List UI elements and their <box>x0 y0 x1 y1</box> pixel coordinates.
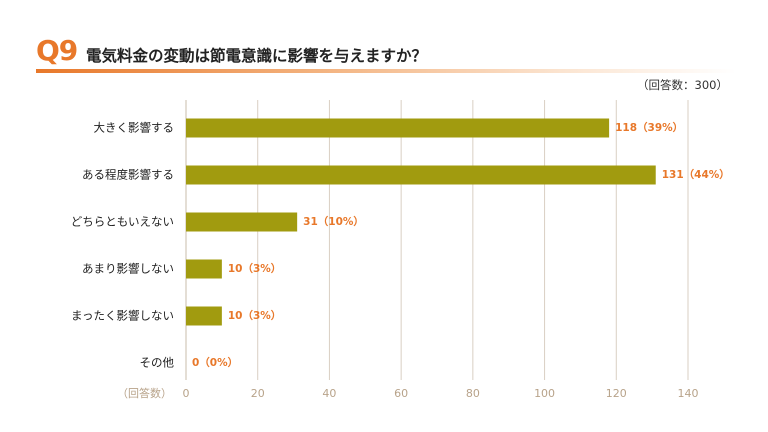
question-number: Q9 <box>36 34 78 67</box>
x-tick-label: 120 <box>606 387 627 400</box>
x-tick-label: 80 <box>466 387 480 400</box>
category-label: あまり影響しない <box>82 262 174 276</box>
data-label: 118（39%） <box>615 121 683 134</box>
category-label: その他 <box>140 356 175 370</box>
data-label: 10（3%） <box>228 309 281 322</box>
category-label: まったく影響しない <box>71 309 174 323</box>
x-tick-label: 20 <box>251 387 265 400</box>
data-label: 0（0%） <box>192 356 238 369</box>
category-label: どちらともいえない <box>71 215 174 229</box>
bar <box>186 212 298 232</box>
category-label: 大きく影響する <box>94 121 175 135</box>
title-underline <box>36 69 736 73</box>
data-label: 131（44%） <box>662 168 730 181</box>
x-tick-label: 60 <box>394 387 408 400</box>
bar <box>186 306 222 326</box>
x-tick-label: 0 <box>183 387 190 400</box>
respondent-count: （回答数：300） <box>637 78 728 92</box>
x-tick-label: 40 <box>322 387 336 400</box>
bar <box>186 165 656 185</box>
x-tick-label: 100 <box>534 387 555 400</box>
question-title: 電気料金の変動は節電意識に影響を与えますか？ <box>86 47 428 65</box>
chart-header: Q9 電気料金の変動は節電意識に影響を与えますか？ （回答数：300） <box>0 0 768 92</box>
bar <box>186 118 610 138</box>
bar <box>186 259 222 279</box>
x-tick-label: 140 <box>678 387 699 400</box>
data-label: 31（10%） <box>303 215 364 228</box>
category-label: ある程度影響する <box>82 168 174 182</box>
data-label: 10（3%） <box>228 262 281 275</box>
x-axis-label: （回答数） <box>117 386 172 400</box>
